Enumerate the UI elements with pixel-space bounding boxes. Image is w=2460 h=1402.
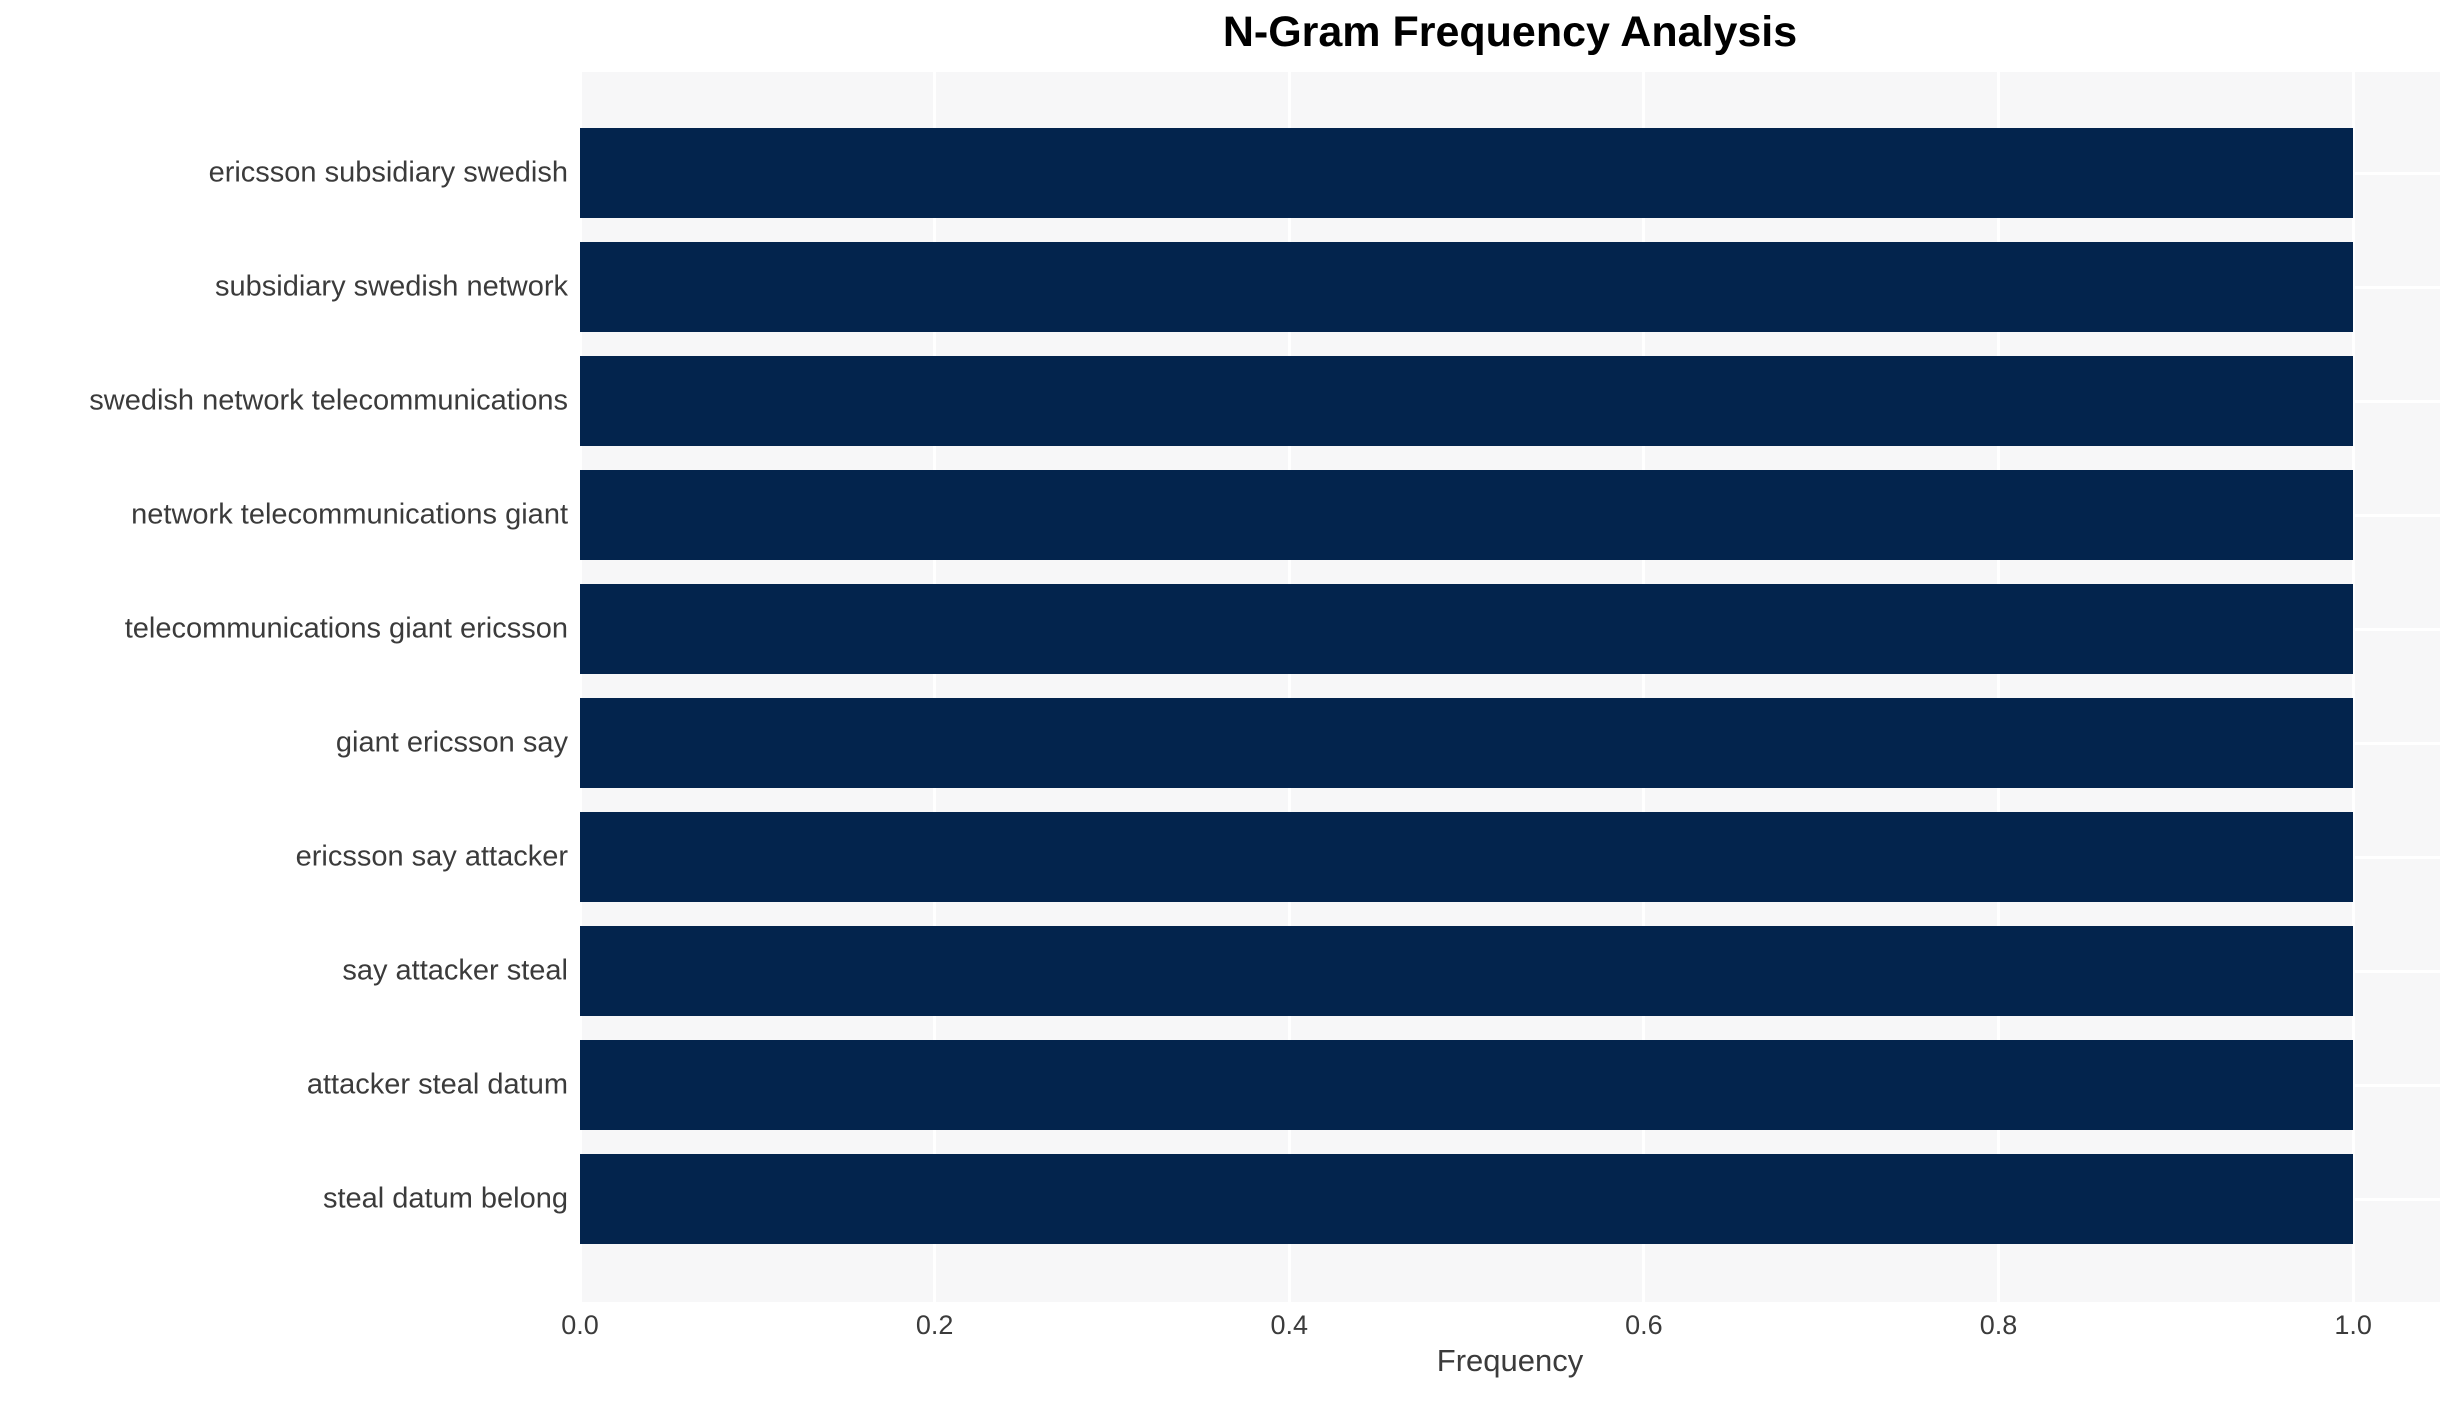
y-tick-label: ericsson say attacker (295, 840, 568, 873)
bar-swedish-network-telecommunications (580, 356, 2354, 446)
bar-ericsson-say-attacker (580, 812, 2354, 902)
x-tick-label: 0.4 (1270, 1310, 1309, 1340)
bar-giant-ericsson-say (580, 698, 2354, 788)
vertical-gridline (1642, 72, 1646, 1302)
bar-subsidiary-swedish-network (580, 242, 2354, 332)
y-tick-label: attacker steal datum (306, 1068, 568, 1101)
x-tick-label: 0.8 (1979, 1310, 2018, 1340)
vertical-gridline (580, 72, 582, 1302)
bar-telecommunications-giant-ericsson (580, 584, 2354, 674)
y-tick-label: say attacker steal (342, 954, 568, 987)
x-axis-title: Frequency (1436, 1343, 1584, 1378)
plot-area (580, 72, 2440, 1302)
x-tick-label: 0.6 (1625, 1310, 1663, 1340)
vertical-gridline (1287, 72, 1291, 1302)
x-tick-label: 0.2 (915, 1310, 954, 1340)
vertical-gridline (2351, 72, 2355, 1302)
chart-title: N-Gram Frequency Analysis (1222, 8, 1798, 56)
y-tick-label: giant ericsson say (335, 726, 568, 759)
vertical-gridline (933, 72, 937, 1302)
y-tick-label: ericsson subsidiary swedish (208, 156, 568, 189)
bar-network-telecommunications-giant (580, 470, 2354, 560)
bar-attacker-steal-datum (580, 1040, 2354, 1130)
bar-steal-datum-belong (580, 1154, 2354, 1244)
y-tick-label: network telecommunications giant (131, 498, 568, 531)
bar-say-attacker-steal (580, 926, 2354, 1016)
x-tick-label: 1.0 (2334, 1310, 2372, 1340)
vertical-gridline (1996, 72, 2000, 1302)
bar-ericsson-subsidiary-swedish (580, 128, 2354, 218)
y-tick-label: swedish network telecommunications (89, 384, 568, 417)
y-tick-label: steal datum belong (322, 1182, 568, 1215)
y-tick-label: telecommunications giant ericsson (124, 612, 568, 645)
y-tick-label: subsidiary swedish network (215, 270, 568, 303)
y-axis-labels: ericsson subsidiary swedish subsidiary sw… (0, 0, 568, 1402)
